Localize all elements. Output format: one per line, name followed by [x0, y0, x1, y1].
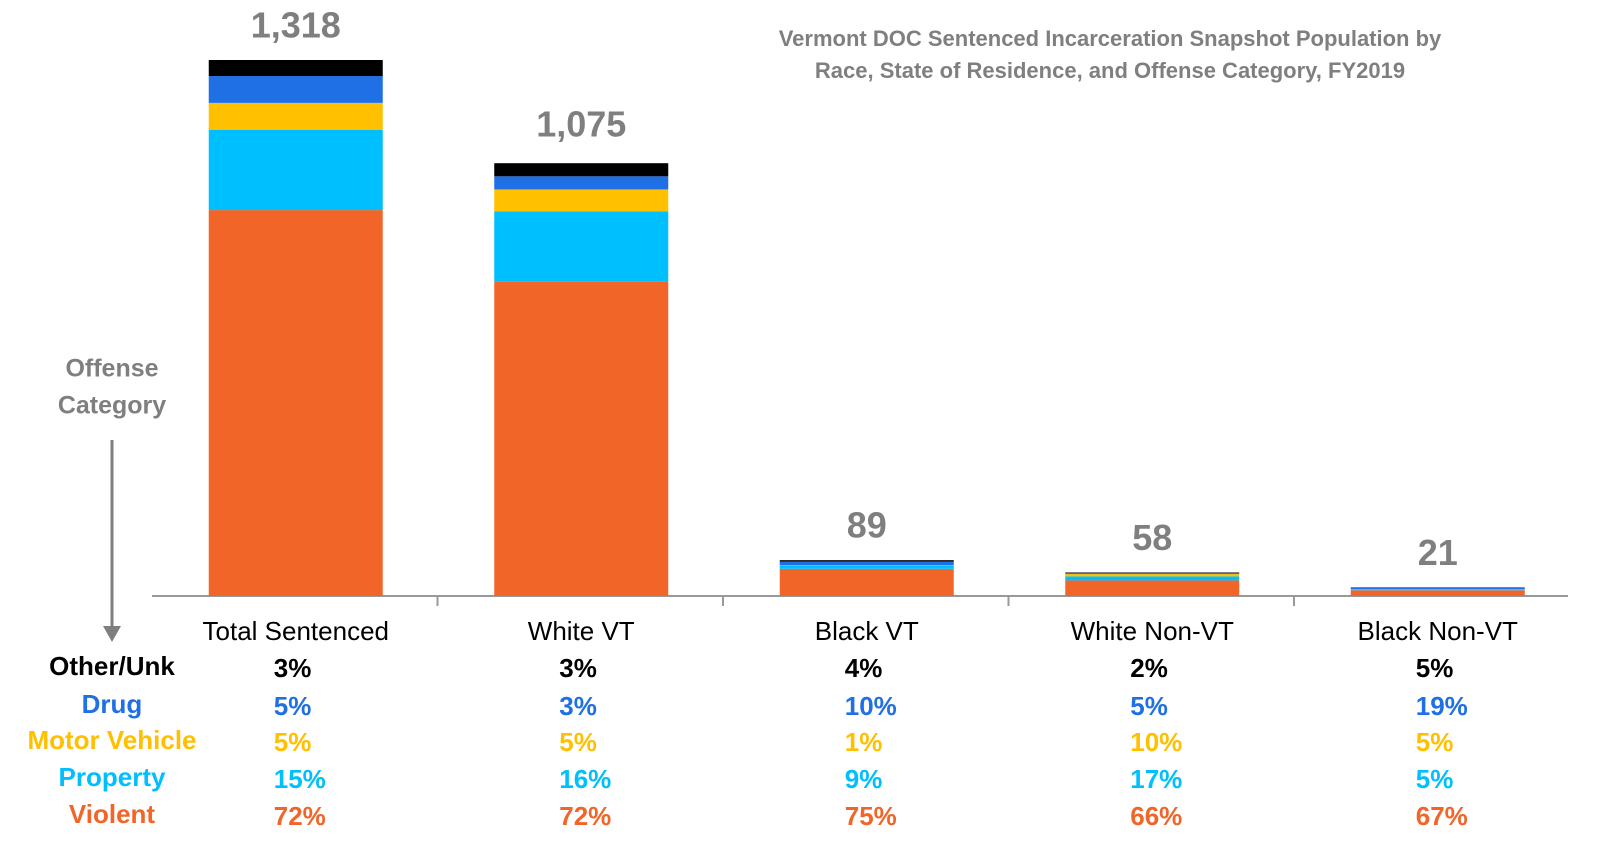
percent-label: 10%	[845, 691, 897, 721]
percent-label: 3%	[559, 691, 597, 721]
legend-label: Drug	[82, 689, 143, 719]
annotation: Offense	[65, 355, 158, 383]
bar-segment	[779, 561, 954, 566]
bar-segment	[1350, 590, 1525, 596]
bar-segment	[208, 76, 383, 103]
percent-label: 5%	[274, 727, 312, 757]
legend-label: Motor Vehicle	[27, 725, 196, 755]
bar-segment	[779, 565, 954, 569]
bar-segment	[1065, 574, 1240, 577]
percent-label: 72%	[559, 801, 611, 831]
bar-segment	[208, 60, 383, 77]
percent-label: 4%	[845, 653, 883, 683]
percent-label: 16%	[559, 764, 611, 794]
bar-segment	[779, 560, 954, 562]
total-label: 1,318	[251, 5, 341, 46]
percent-label: 5%	[559, 727, 597, 757]
percent-label: 19%	[1416, 691, 1468, 721]
percent-label: 5%	[1416, 653, 1454, 683]
bar-segment	[1065, 576, 1240, 581]
total-label: 89	[847, 504, 887, 545]
bar-segment	[208, 210, 383, 596]
x-tick-label: Total Sentenced	[203, 616, 389, 646]
annotation: Category	[58, 392, 166, 420]
percent-label: 5%	[1130, 691, 1168, 721]
x-tick-label: White Non-VT	[1071, 616, 1234, 646]
percent-label: 5%	[274, 691, 312, 721]
bar-segment	[208, 129, 383, 211]
legend-label: Other/Unk	[49, 651, 175, 681]
percent-label: 75%	[845, 801, 897, 831]
percent-label: 3%	[559, 653, 597, 683]
percent-label: 10%	[1130, 727, 1182, 757]
total-label: 21	[1418, 532, 1458, 573]
percent-label: 5%	[1416, 764, 1454, 794]
bar-segment	[494, 189, 669, 212]
bar-segment	[494, 163, 669, 177]
bar-segment	[494, 281, 669, 596]
chart-title: Race, State of Residence, and Offense Ca…	[815, 58, 1405, 83]
x-tick-label: Black Non-VT	[1358, 616, 1518, 646]
percent-label: 66%	[1130, 801, 1182, 831]
arrow-head	[103, 626, 121, 642]
x-tick-label: White VT	[528, 616, 635, 646]
legend-label: Violent	[69, 799, 156, 829]
x-tick-label: Black VT	[815, 616, 919, 646]
chart-title: Vermont DOC Sentenced Incarceration Snap…	[779, 26, 1442, 51]
total-label: 1,075	[536, 103, 626, 144]
bar-segment	[494, 176, 669, 190]
bar-segment	[779, 568, 954, 596]
bar-segment	[1350, 587, 1525, 590]
percent-label: 3%	[274, 653, 312, 683]
percent-label: 9%	[845, 764, 883, 794]
percent-label: 15%	[274, 764, 326, 794]
percent-label: 5%	[1416, 727, 1454, 757]
percent-label: 72%	[274, 801, 326, 831]
bar-segment	[494, 211, 669, 282]
percent-label: 67%	[1416, 801, 1468, 831]
percent-label: 2%	[1130, 653, 1168, 683]
bar-segment	[1065, 580, 1240, 596]
percent-label: 1%	[845, 727, 883, 757]
percent-label: 17%	[1130, 764, 1182, 794]
legend-label: Property	[59, 762, 166, 792]
bar-segment	[208, 102, 383, 130]
total-label: 58	[1132, 517, 1172, 558]
bar-segment	[1065, 572, 1240, 575]
